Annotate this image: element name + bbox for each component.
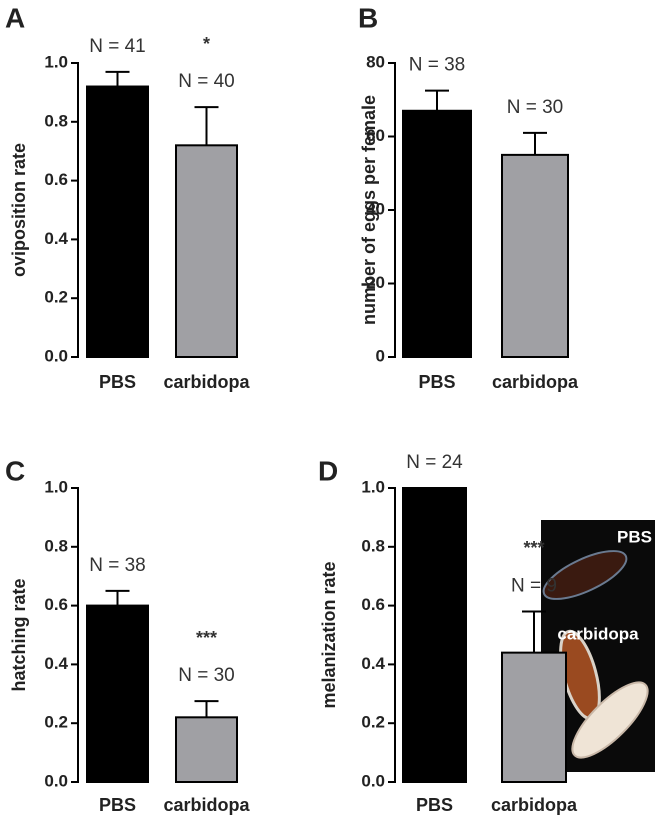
- y-tick-label: 0.2: [44, 713, 68, 732]
- n-label: N = 30: [507, 97, 564, 118]
- bar: [86, 604, 149, 783]
- y-tick-label: 0.8: [44, 536, 68, 555]
- y-tick-label: 0.6: [44, 170, 68, 189]
- n-label: N = 30: [178, 665, 235, 686]
- y-tick-label: 1.0: [44, 477, 68, 496]
- y-tick-label: 1.0: [44, 52, 68, 71]
- error-bar: [523, 131, 547, 155]
- y-tick-label: 0.2: [44, 288, 68, 307]
- y-tick-label: 0.4: [44, 654, 68, 673]
- error-bar: [194, 106, 219, 146]
- y-axis-label: number of eggs per female: [359, 95, 379, 325]
- y-tick-label: 0.6: [361, 595, 385, 614]
- y-tick-label: 0.4: [361, 654, 385, 673]
- y-tick-label: 0.0: [44, 346, 68, 365]
- x-tick-label: PBS: [416, 795, 453, 815]
- n-label: N = 9: [511, 575, 557, 596]
- y-axis-label: melanization rate: [319, 561, 339, 708]
- y-tick-label: 0.4: [44, 229, 68, 248]
- bar: [402, 109, 472, 359]
- panel-letter: D: [318, 455, 338, 486]
- n-label: N = 24: [406, 452, 463, 473]
- y-tick-label: 0.8: [44, 111, 68, 130]
- x-tick-label: carbidopa: [491, 795, 578, 815]
- significance: ***: [523, 538, 544, 558]
- panel-letter: A: [5, 2, 25, 33]
- bar: [175, 144, 238, 358]
- error-bar: [194, 700, 219, 718]
- y-tick-label: 20: [366, 273, 385, 292]
- y-tick-label: 0: [376, 346, 385, 365]
- panel-letter: C: [5, 455, 25, 486]
- y-tick-label: 0.0: [44, 771, 68, 790]
- y-tick-label: 0.2: [361, 713, 385, 732]
- n-label: N = 38: [409, 55, 466, 76]
- y-tick-label: 60: [366, 126, 385, 145]
- error-bar: [522, 610, 546, 653]
- y-axis-label: hatching rate: [9, 578, 29, 691]
- x-tick-label: PBS: [99, 372, 136, 392]
- y-tick-label: 0.8: [361, 536, 385, 555]
- x-tick-label: carbidopa: [163, 372, 250, 392]
- inset-label: PBS: [617, 527, 652, 546]
- n-label: N = 40: [178, 71, 235, 92]
- x-tick-label: carbidopa: [163, 795, 250, 815]
- y-tick-label: 40: [366, 199, 385, 218]
- error-bar: [425, 89, 449, 111]
- y-axis-label: oviposition rate: [9, 143, 29, 277]
- bar: [402, 487, 467, 783]
- n-label: N = 38: [89, 555, 146, 576]
- n-label: N = 41: [89, 36, 146, 57]
- x-tick-label: PBS: [418, 372, 455, 392]
- error-bar: [105, 70, 130, 87]
- egg-pbs: [542, 550, 628, 600]
- x-tick-label: carbidopa: [492, 372, 579, 392]
- bar: [86, 85, 149, 359]
- panel-letter: B: [358, 2, 378, 33]
- egg-carbidopa: [571, 681, 649, 759]
- y-tick-label: 1.0: [361, 477, 385, 496]
- significance: ***: [196, 628, 217, 648]
- x-tick-label: PBS: [99, 795, 136, 815]
- bar: [501, 153, 569, 358]
- bar: [175, 716, 238, 784]
- y-tick-label: 0.0: [361, 771, 385, 790]
- significance: *: [203, 34, 210, 54]
- error-bar: [105, 589, 130, 606]
- inset-label: carbidopa: [557, 624, 639, 643]
- y-tick-label: 0.6: [44, 595, 68, 614]
- bar: [501, 651, 567, 784]
- y-tick-label: 80: [366, 52, 385, 71]
